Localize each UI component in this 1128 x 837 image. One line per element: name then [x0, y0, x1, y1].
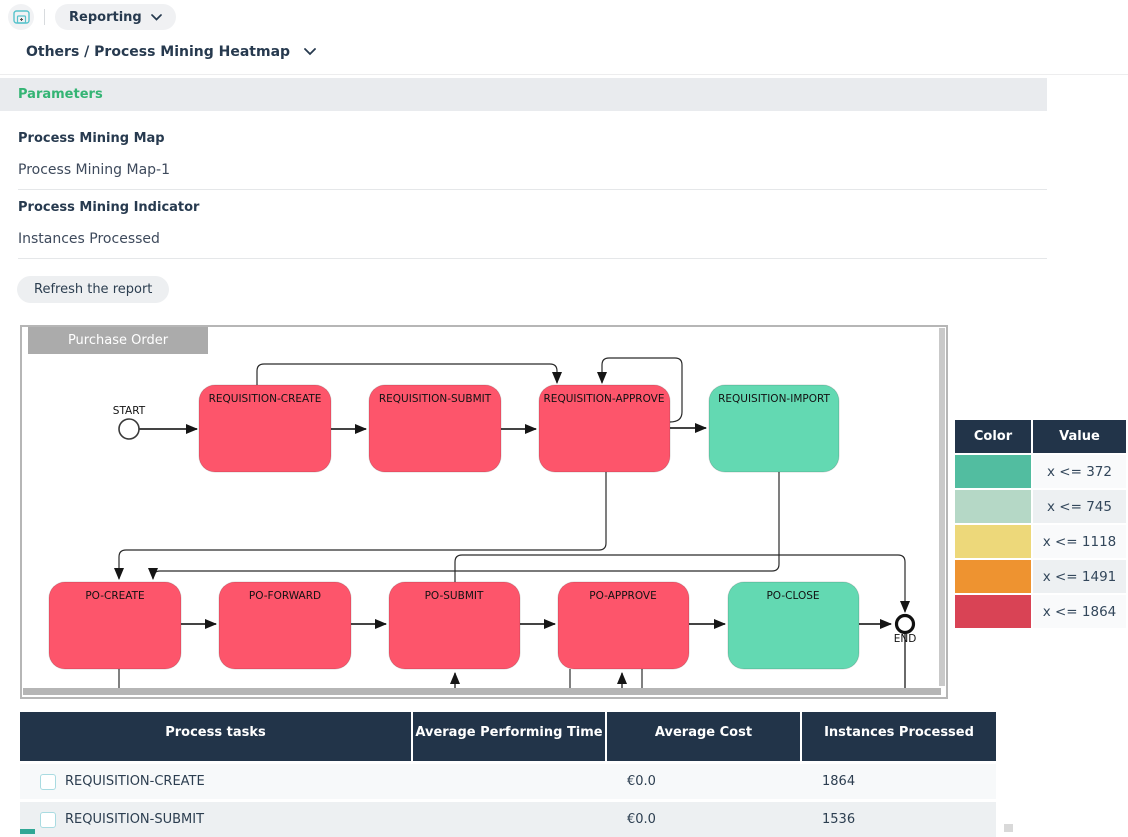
- node-label: PO-APPROVE: [589, 590, 657, 602]
- node-label: PO-SUBMIT: [425, 590, 484, 602]
- row-checkbox[interactable]: [40, 773, 56, 790]
- node-label: REQUISITION-IMPORT: [718, 393, 830, 405]
- node-label: REQUISITION-CREATE: [209, 393, 322, 405]
- row-checkbox[interactable]: [40, 811, 56, 828]
- node-po-forward[interactable]: PO-FORWARD: [218, 581, 352, 670]
- node-requisition-create[interactable]: REQUISITION-CREATE: [198, 384, 332, 473]
- window-plus-icon: [12, 9, 30, 24]
- node-label: REQUISITION-APPROVE: [544, 393, 665, 405]
- diagram-edges: [114, 357, 910, 688]
- parameters-title: Parameters: [18, 87, 103, 102]
- refresh-report-button[interactable]: Refresh the report: [17, 276, 170, 303]
- legend-swatch: [955, 525, 1031, 558]
- col-instances-processed: Instances Processed: [802, 712, 996, 761]
- legend-color-header: Color: [955, 420, 1031, 453]
- chevron-down-icon: [304, 48, 316, 56]
- diagram-horizontal-scrollbar[interactable]: [23, 688, 941, 695]
- legend-value: x <= 1491: [1033, 560, 1126, 593]
- partial-next-row-fragment: [20, 829, 35, 834]
- topbar: Reporting: [8, 4, 176, 30]
- table-row: REQUISITION-CREATE €0.0 1864: [20, 764, 996, 799]
- node-po-create[interactable]: PO-CREATE: [48, 581, 182, 670]
- legend-swatch: [955, 455, 1031, 488]
- process-tasks-table: Process tasks Average Performing Time Av…: [20, 712, 996, 837]
- parameters-section-header: Parameters: [0, 78, 1047, 111]
- process-mining-indicator-field[interactable]: Instances Processed: [18, 231, 1047, 259]
- chevron-down-icon: [150, 13, 162, 21]
- avg-cost-cell: €0.0: [627, 812, 656, 827]
- instances-cell: 1864: [822, 774, 856, 789]
- table-header-row: Process tasks Average Performing Time Av…: [20, 712, 996, 761]
- topbar-divider: [44, 9, 45, 25]
- legend-value: x <= 372: [1033, 455, 1126, 488]
- process-map-panel: Purchase Order: [20, 325, 948, 699]
- task-cell: REQUISITION-CREATE: [20, 773, 413, 790]
- legend-value: x <= 745: [1033, 490, 1126, 523]
- node-label: PO-FORWARD: [249, 590, 321, 602]
- col-average-cost: Average Cost: [607, 712, 800, 761]
- node-label: PO-CREATE: [85, 590, 144, 602]
- legend-value-header: Value: [1033, 420, 1126, 453]
- col-average-performing-time: Average Performing Time: [413, 712, 605, 761]
- table-row: REQUISITION-SUBMIT €0.0 1536: [20, 802, 996, 837]
- process-map-canvas: START REQUISITION-CREATE REQUISITION-SUB…: [48, 357, 917, 688]
- header-separator: [0, 74, 1128, 75]
- node-requisition-submit[interactable]: REQUISITION-SUBMIT: [368, 384, 502, 473]
- legend-swatch: [955, 490, 1031, 523]
- breadcrumb-dropdown[interactable]: Others / Process Mining Heatmap: [26, 44, 316, 60]
- legend-value: x <= 1118: [1033, 525, 1126, 558]
- process-mining-map-label: Process Mining Map: [18, 131, 165, 146]
- start-label: START: [113, 405, 146, 417]
- node-po-close[interactable]: PO-CLOSE: [727, 581, 860, 670]
- node-requisition-approve[interactable]: REQUISITION-APPROVE: [538, 384, 671, 473]
- start-node: START: [113, 405, 146, 440]
- col-process-tasks: Process tasks: [20, 712, 411, 761]
- node-label: PO-CLOSE: [766, 590, 819, 602]
- instances-cell: 1536: [822, 812, 856, 827]
- task-cell: REQUISITION-SUBMIT: [20, 811, 413, 828]
- legend-value: x <= 1864: [1033, 595, 1126, 628]
- node-requisition-import[interactable]: REQUISITION-IMPORT: [708, 384, 840, 473]
- heatmap-legend: Color Value x <= 372 x <= 745 x <= 1118 …: [955, 420, 1126, 628]
- diagram-title-tab: Purchase Order: [28, 327, 208, 354]
- node-po-approve[interactable]: PO-APPROVE: [557, 581, 690, 670]
- avg-cost-cell: €0.0: [627, 774, 656, 789]
- legend-swatch: [955, 560, 1031, 593]
- task-name: REQUISITION-CREATE: [65, 774, 205, 789]
- process-mining-map-field[interactable]: Process Mining Map-1: [18, 162, 1047, 190]
- end-label: END: [894, 633, 917, 645]
- end-node: END: [894, 613, 917, 645]
- scroll-handle-fragment[interactable]: [1004, 824, 1013, 832]
- breadcrumb: Others / Process Mining Heatmap: [26, 44, 291, 60]
- legend-swatch: [955, 595, 1031, 628]
- reporting-label: Reporting: [69, 9, 142, 25]
- diagram-vertical-scrollbar[interactable]: [939, 328, 945, 686]
- node-po-submit[interactable]: PO-SUBMIT: [388, 581, 521, 670]
- reporting-dropdown[interactable]: Reporting: [55, 4, 176, 30]
- node-label: REQUISITION-SUBMIT: [379, 393, 492, 405]
- process-mining-indicator-label: Process Mining Indicator: [18, 200, 200, 215]
- task-name: REQUISITION-SUBMIT: [65, 812, 205, 827]
- app-window-button[interactable]: [8, 4, 34, 30]
